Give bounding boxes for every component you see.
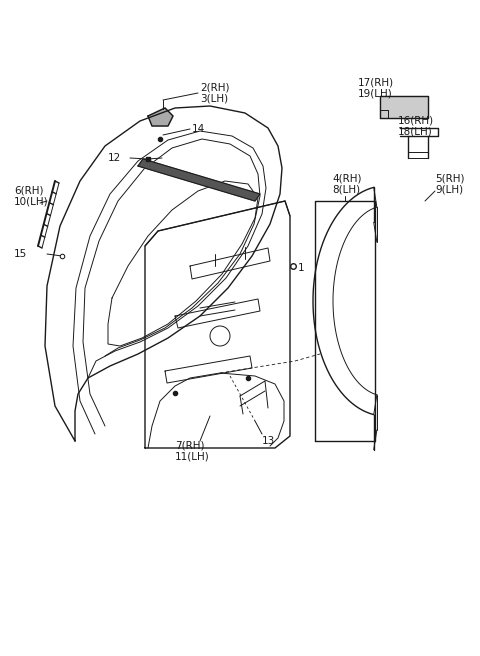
Text: 4(RH)
8(LH): 4(RH) 8(LH): [332, 173, 361, 195]
Text: 12: 12: [108, 153, 121, 163]
Polygon shape: [148, 108, 173, 126]
Text: 17(RH)
19(LH): 17(RH) 19(LH): [358, 77, 394, 99]
Polygon shape: [380, 96, 428, 118]
Text: 2(RH)
3(LH): 2(RH) 3(LH): [200, 82, 229, 104]
Text: 1: 1: [298, 263, 305, 273]
Text: 7(RH)
11(LH): 7(RH) 11(LH): [175, 440, 210, 462]
Text: 6(RH)
10(LH): 6(RH) 10(LH): [14, 185, 48, 207]
Text: 5(RH)
9(LH): 5(RH) 9(LH): [435, 173, 465, 195]
Text: 13: 13: [262, 436, 275, 446]
Text: 14: 14: [192, 124, 205, 134]
Text: 15: 15: [14, 249, 27, 259]
Polygon shape: [138, 159, 260, 201]
Text: 16(RH)
18(LH): 16(RH) 18(LH): [398, 115, 434, 137]
